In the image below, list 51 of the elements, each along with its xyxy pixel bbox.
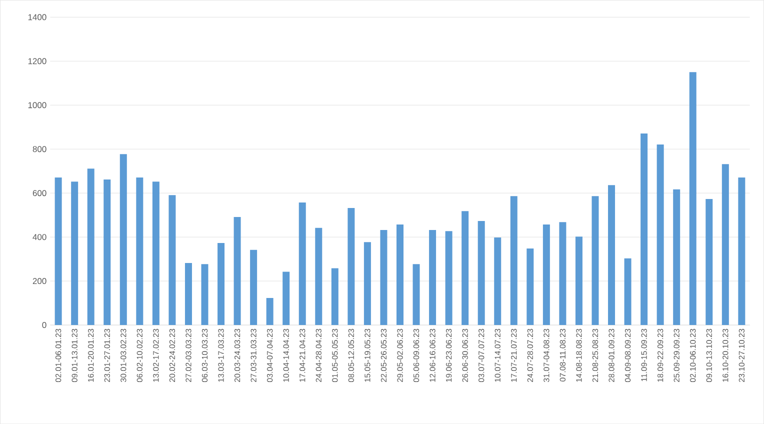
bar bbox=[298, 202, 306, 325]
bar bbox=[640, 133, 648, 325]
y-tick-label: 200 bbox=[32, 278, 46, 284]
bar bbox=[136, 177, 144, 325]
bar bbox=[673, 189, 680, 325]
bar bbox=[266, 298, 274, 325]
bar bbox=[234, 216, 241, 325]
bar bbox=[738, 177, 746, 325]
bar bbox=[722, 164, 729, 325]
bar bbox=[184, 262, 192, 325]
bar bbox=[412, 264, 420, 325]
bar bbox=[218, 242, 225, 325]
y-tick-label: 800 bbox=[32, 146, 46, 152]
bar bbox=[250, 250, 258, 325]
bar bbox=[706, 198, 713, 325]
y-tick-label: 1400 bbox=[28, 14, 46, 20]
bar bbox=[120, 154, 127, 325]
bar bbox=[54, 177, 62, 325]
bar bbox=[315, 228, 322, 325]
bar bbox=[462, 211, 469, 325]
y-tick-label: 600 bbox=[32, 190, 46, 196]
bar bbox=[348, 208, 355, 325]
bar bbox=[526, 248, 534, 325]
bar bbox=[168, 194, 176, 325]
y-tick-label: 1000 bbox=[28, 102, 46, 108]
bar bbox=[542, 224, 550, 325]
y-tick-label: 400 bbox=[32, 234, 46, 240]
y-tick-label: 1200 bbox=[28, 58, 46, 64]
bar bbox=[364, 242, 371, 325]
bar bbox=[656, 144, 664, 325]
bar bbox=[429, 230, 436, 325]
bar bbox=[396, 224, 404, 325]
bar bbox=[494, 237, 502, 325]
bar bbox=[331, 268, 338, 325]
bar bbox=[71, 182, 78, 325]
bar bbox=[201, 264, 208, 325]
bar bbox=[559, 222, 566, 325]
bar bbox=[282, 272, 290, 325]
bar bbox=[87, 168, 94, 325]
bar bbox=[510, 196, 518, 325]
bar bbox=[608, 185, 616, 325]
bar bbox=[624, 258, 632, 325]
bar bbox=[478, 220, 485, 325]
bar bbox=[380, 230, 388, 325]
bar bbox=[445, 231, 452, 325]
bar bbox=[592, 196, 599, 325]
y-tick-label: 0 bbox=[42, 322, 46, 328]
bar bbox=[575, 236, 582, 325]
bar bbox=[689, 72, 696, 325]
bar bbox=[104, 179, 111, 325]
bar bbox=[152, 182, 160, 325]
